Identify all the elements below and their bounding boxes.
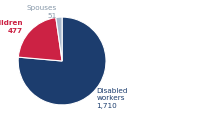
Text: Spouses
51: Spouses 51 <box>26 5 56 19</box>
Wedge shape <box>18 17 105 105</box>
Wedge shape <box>56 17 62 61</box>
Text: Children
477: Children 477 <box>0 20 23 34</box>
Text: Disabled
workers
1,710: Disabled workers 1,710 <box>96 87 127 109</box>
Wedge shape <box>18 18 62 61</box>
